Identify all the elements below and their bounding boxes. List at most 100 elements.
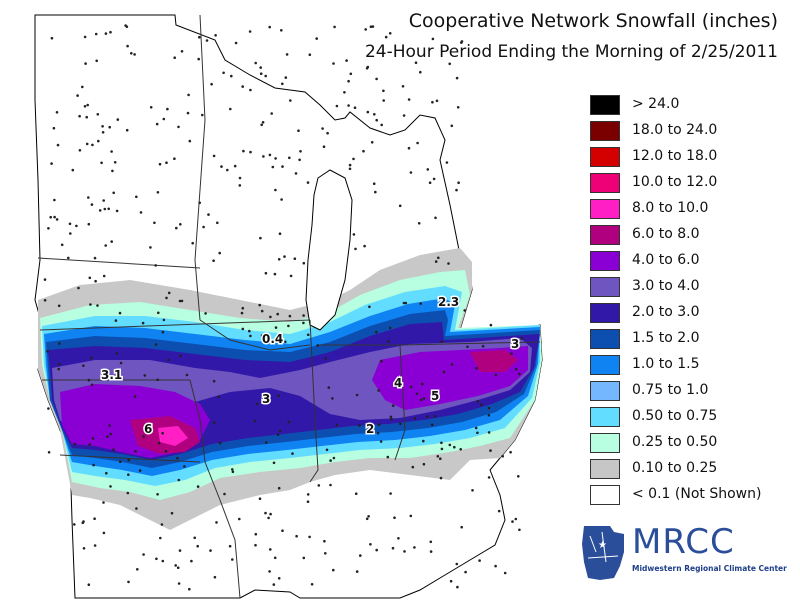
legend-swatch bbox=[590, 485, 620, 505]
station-dot bbox=[288, 156, 291, 160]
station-dot bbox=[217, 395, 221, 399]
station-dot bbox=[463, 309, 467, 312]
station-dot bbox=[459, 448, 463, 451]
station-dot bbox=[101, 131, 105, 134]
station-dot bbox=[91, 143, 94, 147]
station-dot bbox=[262, 155, 265, 158]
station-dot bbox=[84, 62, 87, 65]
station-dot bbox=[422, 397, 426, 400]
station-dot bbox=[116, 118, 120, 121]
station-dot bbox=[180, 50, 184, 53]
station-dot bbox=[517, 475, 520, 478]
station-dot bbox=[176, 456, 179, 460]
station-dot bbox=[190, 559, 193, 563]
station-dot bbox=[389, 492, 392, 495]
station-dot bbox=[278, 232, 282, 235]
station-dot bbox=[241, 306, 245, 310]
station-dot bbox=[501, 454, 505, 458]
station-dot bbox=[254, 532, 258, 536]
label-missouri: 6 bbox=[144, 422, 152, 436]
station-dot bbox=[68, 222, 72, 226]
legend-swatch bbox=[590, 407, 620, 427]
station-dot bbox=[355, 570, 359, 573]
station-dot bbox=[57, 367, 60, 371]
station-dot bbox=[327, 386, 331, 389]
station-dot bbox=[47, 451, 51, 454]
station-dot bbox=[173, 56, 176, 59]
legend-label: > 24.0 bbox=[632, 96, 680, 112]
station-dot bbox=[258, 303, 262, 307]
station-dot bbox=[264, 511, 267, 515]
station-dot bbox=[159, 536, 162, 540]
station-dot bbox=[260, 123, 264, 127]
logo-tagline: Midwestern Regional Climate Center bbox=[632, 564, 787, 573]
station-dot bbox=[280, 29, 283, 32]
station-dot bbox=[348, 167, 352, 171]
station-dot bbox=[474, 426, 478, 430]
station-dot bbox=[75, 224, 78, 228]
station-dot bbox=[191, 241, 194, 245]
station-dot bbox=[388, 32, 392, 35]
station-dot bbox=[238, 517, 241, 521]
station-dot bbox=[166, 107, 169, 111]
station-dot bbox=[107, 207, 110, 211]
station-dot bbox=[302, 314, 305, 317]
station-dot bbox=[308, 535, 311, 539]
station-dot bbox=[409, 385, 413, 389]
station-dot bbox=[299, 150, 302, 153]
station-dot bbox=[380, 123, 384, 127]
station-dot bbox=[386, 455, 390, 459]
station-dot bbox=[294, 172, 298, 175]
station-dot bbox=[476, 399, 480, 403]
station-dot bbox=[157, 311, 160, 315]
station-dot bbox=[411, 465, 415, 469]
station-dot bbox=[43, 278, 47, 281]
station-dot bbox=[126, 491, 130, 495]
station-dot bbox=[315, 37, 319, 40]
station-dot bbox=[136, 568, 139, 571]
station-dot bbox=[162, 318, 166, 322]
station-dot bbox=[259, 236, 262, 240]
station-dot bbox=[90, 356, 93, 360]
station-dot bbox=[233, 164, 237, 168]
station-dot bbox=[388, 326, 392, 330]
station-dot bbox=[431, 37, 435, 41]
station-dot bbox=[352, 233, 356, 236]
station-dot bbox=[154, 264, 157, 267]
station-dot bbox=[280, 198, 283, 201]
station-dot bbox=[264, 441, 268, 444]
station-dot bbox=[415, 392, 419, 396]
station-dot bbox=[149, 246, 152, 249]
station-dot bbox=[348, 163, 352, 167]
station-dot bbox=[135, 195, 138, 199]
station-dot bbox=[162, 117, 166, 121]
station-dot bbox=[111, 169, 114, 173]
station-dot bbox=[110, 240, 113, 243]
station-dot bbox=[264, 271, 268, 275]
legend-swatch bbox=[590, 251, 620, 271]
legend-label: 3.0 to 4.0 bbox=[632, 278, 700, 294]
station-dot bbox=[421, 382, 424, 386]
station-dot bbox=[88, 443, 91, 446]
station-dot bbox=[115, 209, 119, 213]
station-dot bbox=[332, 568, 335, 572]
station-dot bbox=[390, 417, 393, 421]
station-dot bbox=[43, 299, 47, 302]
station-dot bbox=[212, 421, 216, 424]
legend-swatch bbox=[590, 173, 620, 193]
station-dot bbox=[302, 556, 306, 560]
station-dot bbox=[471, 489, 474, 492]
station-dot bbox=[425, 415, 429, 418]
station-dot bbox=[234, 41, 238, 45]
station-dot bbox=[274, 188, 277, 192]
station-dot bbox=[402, 301, 406, 305]
station-dot bbox=[322, 145, 326, 148]
station-dot bbox=[238, 184, 242, 187]
station-dot bbox=[375, 118, 379, 122]
station-dot bbox=[333, 25, 336, 29]
station-dot bbox=[277, 577, 281, 580]
station-dot bbox=[87, 583, 91, 586]
station-dot bbox=[207, 213, 210, 216]
station-dot bbox=[259, 72, 263, 75]
station-dot bbox=[397, 537, 400, 540]
